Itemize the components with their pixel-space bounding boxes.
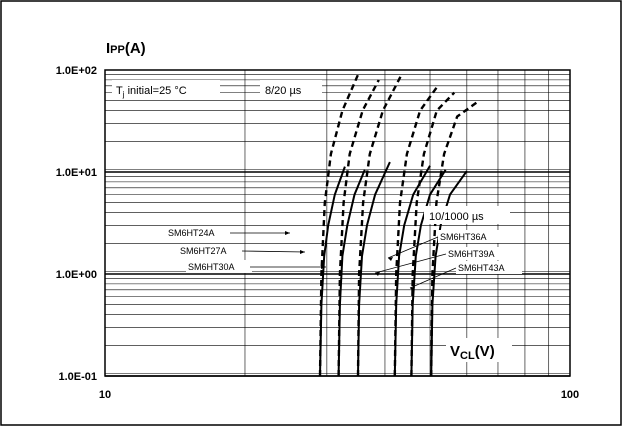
x-tick-label: 10	[99, 389, 111, 401]
series-sm6ht43a-8-20	[430, 101, 478, 377]
series-label-sm6ht27a: SM6HT27A	[180, 246, 227, 256]
leader-arrow	[321, 265, 326, 269]
leader-arrow	[388, 257, 393, 261]
leader-arrow	[375, 272, 380, 276]
series-sm6ht27a-8-20	[337, 79, 380, 377]
leader-line	[409, 267, 457, 289]
series-label-sm6ht39a: SM6HT39A	[448, 249, 495, 259]
series-label-sm6ht36a: SM6HT36A	[440, 232, 487, 242]
series-label-sm6ht24a: SM6HT24A	[168, 228, 215, 238]
x-axis-title: VCL(V)	[450, 343, 495, 362]
series-sm6ht30a-8-20	[356, 75, 403, 377]
series-label-sm6ht43a: SM6HT43A	[458, 263, 505, 273]
plot-frame	[104, 69, 571, 377]
pulse-short-box	[260, 80, 322, 98]
pulse-long-box	[424, 206, 510, 224]
pulse-8-20-label: 8/20 µs	[265, 85, 302, 97]
series-sm6ht39a-10-1000	[410, 169, 447, 377]
series-sm6ht30a-10-1000	[357, 161, 391, 377]
series-sm6ht24a-10-1000	[319, 166, 346, 377]
series-sm6ht39a-8-20	[410, 91, 456, 377]
leader-line	[374, 253, 447, 274]
series-label-box	[186, 260, 252, 273]
series-label-sm6ht30a: SM6HT30A	[188, 262, 235, 272]
series-sm6ht36a-8-20	[393, 85, 439, 377]
y-axis-title: IPP(A)	[106, 40, 146, 57]
y-tick-label: 1.0E+02	[56, 65, 97, 77]
series-layer	[318, 74, 478, 377]
series-sm6ht24a-8-20	[318, 74, 360, 377]
y-tick-label: 1.0E-01	[58, 371, 97, 383]
leader-line	[241, 250, 306, 253]
leader-arrow	[300, 250, 305, 254]
y-tick-label: 1.0E+01	[56, 167, 97, 179]
series-label-box	[438, 230, 504, 243]
series-sm6ht27a-10-1000	[337, 169, 366, 377]
vcl-label-box	[446, 338, 512, 362]
pulse-10-1000-label: 10/1000 µs	[429, 211, 484, 223]
annotations: Tj initial=25 °C 8/20 µs 10/1000 µs VCL(V) S…	[112, 80, 522, 362]
leader-arrow	[285, 231, 290, 235]
tj-label-box	[112, 80, 220, 98]
series-label-box	[446, 247, 512, 260]
series-label-box	[456, 261, 522, 274]
series-sm6ht36a-10-1000	[393, 165, 431, 377]
tj-initial-label: Tj initial=25 °C	[116, 85, 187, 99]
series-label-box	[166, 226, 232, 239]
y-tick-label: 1.0E+00	[56, 269, 97, 281]
leader-arrow	[410, 287, 415, 291]
series-label-box	[178, 244, 244, 257]
x-tick-label: 100	[561, 389, 579, 401]
leader-line	[387, 236, 439, 259]
